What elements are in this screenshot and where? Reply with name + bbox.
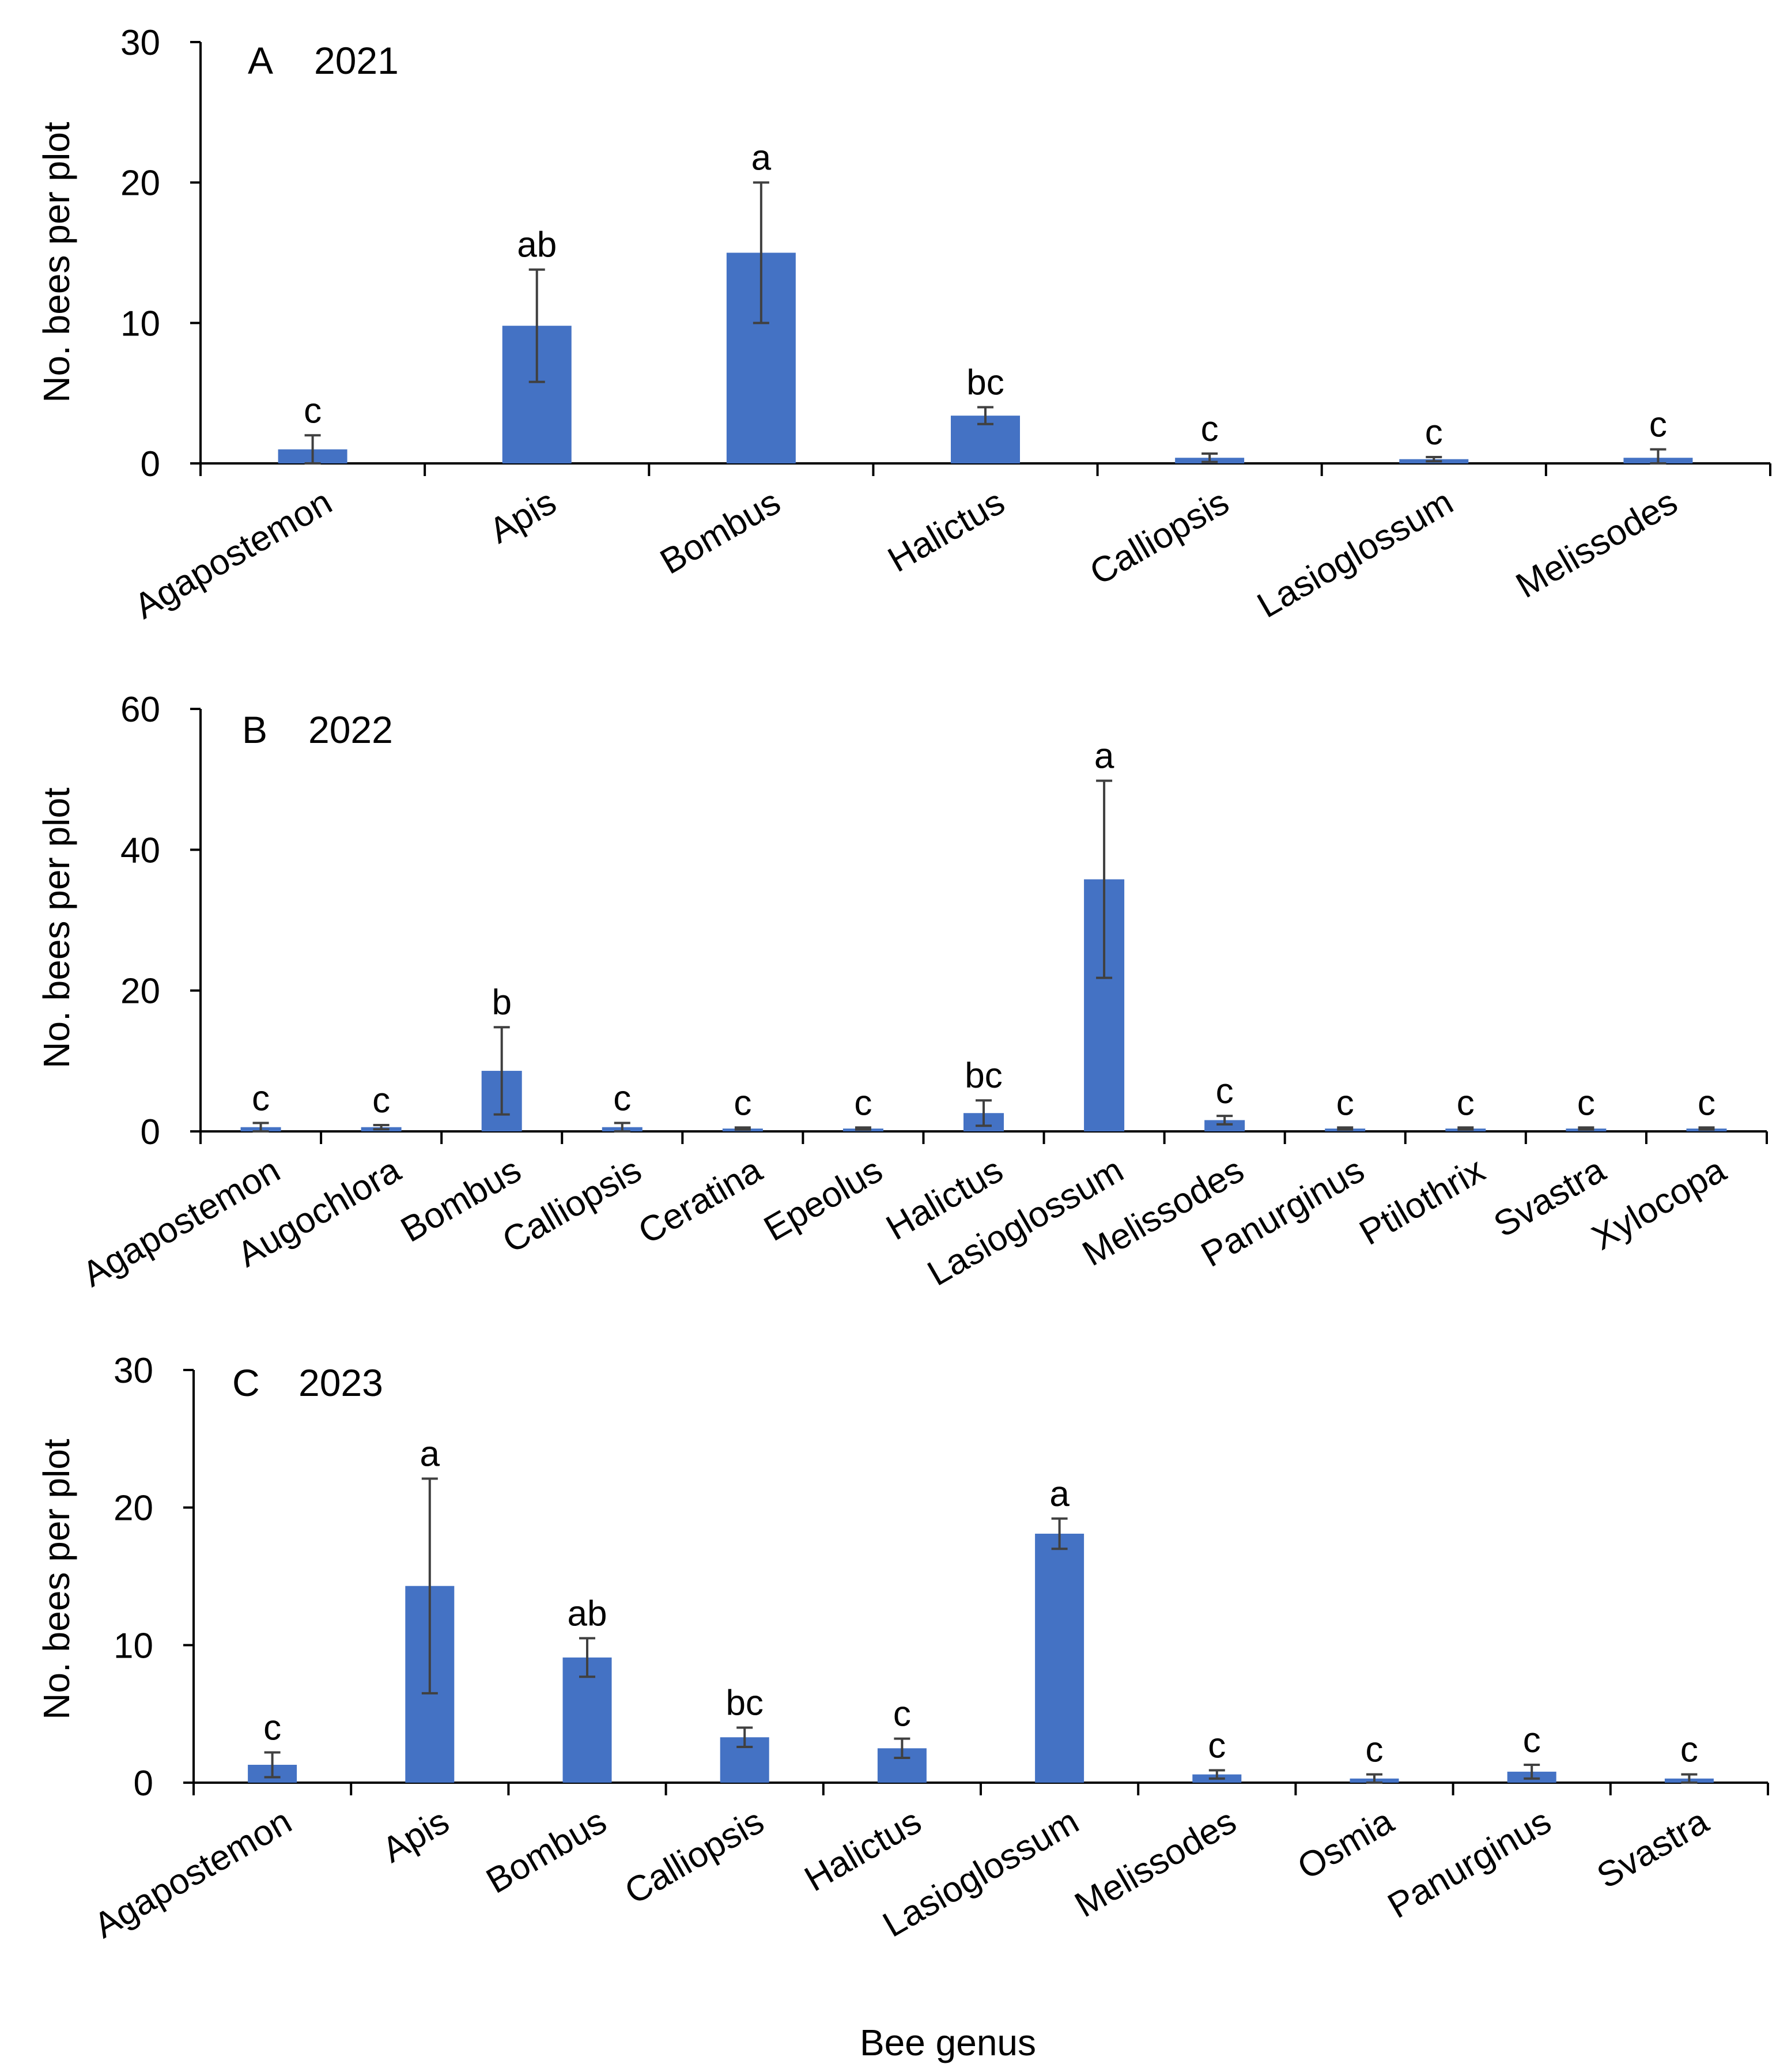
y-tick-label: 0: [134, 1764, 153, 1803]
panel-letter: B: [242, 708, 267, 751]
significance-letter: c: [252, 1078, 270, 1118]
y-tick-label: 20: [120, 164, 160, 203]
panel-year: 2021: [314, 39, 399, 82]
bar-lasioglossum: [1035, 1534, 1085, 1783]
significance-letter: c: [1457, 1083, 1475, 1123]
significance-letter: bc: [966, 363, 1004, 403]
significance-letter: c: [1523, 1720, 1541, 1760]
significance-letter: ab: [568, 1594, 607, 1633]
significance-letter: c: [734, 1083, 751, 1123]
significance-letter: ab: [517, 225, 557, 265]
y-axis-title: No. bees per plot: [36, 122, 77, 403]
panel-year: 2022: [308, 708, 393, 751]
significance-letter: c: [893, 1694, 911, 1734]
significance-letter: c: [263, 1708, 281, 1748]
bar-melissodes: [1204, 1120, 1245, 1131]
panel-letter: A: [248, 39, 273, 82]
significance-letter: c: [1366, 1730, 1384, 1770]
significance-letter: c: [304, 391, 322, 431]
panel-letter: C: [232, 1361, 260, 1404]
y-tick-label: 30: [120, 23, 160, 63]
bar-bombus: [562, 1657, 612, 1783]
significance-letter: bc: [965, 1056, 1002, 1096]
y-axis-title: No. bees per plot: [36, 1439, 77, 1720]
y-axis-title: No. bees per plot: [36, 787, 77, 1069]
significance-letter: a: [1049, 1474, 1070, 1514]
significance-letter: b: [492, 983, 511, 1022]
significance-letter: c: [372, 1081, 390, 1120]
x-axis-title: Bee genus: [860, 2022, 1036, 2063]
y-tick-label: 20: [114, 1489, 153, 1528]
y-tick-label: 0: [141, 444, 160, 484]
significance-letter: c: [1208, 1726, 1226, 1766]
significance-letter: a: [751, 138, 772, 178]
significance-letter: c: [1577, 1083, 1595, 1123]
significance-letter: c: [1649, 405, 1667, 445]
significance-letter: c: [1216, 1071, 1234, 1111]
significance-letter: a: [1094, 737, 1114, 776]
significance-letter: bc: [725, 1684, 763, 1723]
y-tick-label: 10: [120, 304, 160, 344]
significance-letter: a: [420, 1435, 440, 1474]
significance-letter: c: [1698, 1083, 1715, 1123]
y-tick-label: 60: [120, 690, 160, 730]
y-tick-label: 0: [141, 1112, 160, 1152]
y-tick-label: 30: [114, 1351, 153, 1391]
y-tick-label: 20: [120, 972, 160, 1012]
significance-letter: c: [854, 1083, 872, 1123]
significance-letter: c: [613, 1078, 631, 1118]
significance-letter: c: [1425, 413, 1443, 452]
panel-year: 2023: [298, 1361, 383, 1404]
y-tick-label: 10: [114, 1626, 153, 1666]
significance-letter: c: [1680, 1730, 1698, 1770]
y-tick-label: 40: [120, 831, 160, 870]
significance-letter: c: [1201, 409, 1219, 449]
significance-letter: c: [1336, 1083, 1354, 1123]
